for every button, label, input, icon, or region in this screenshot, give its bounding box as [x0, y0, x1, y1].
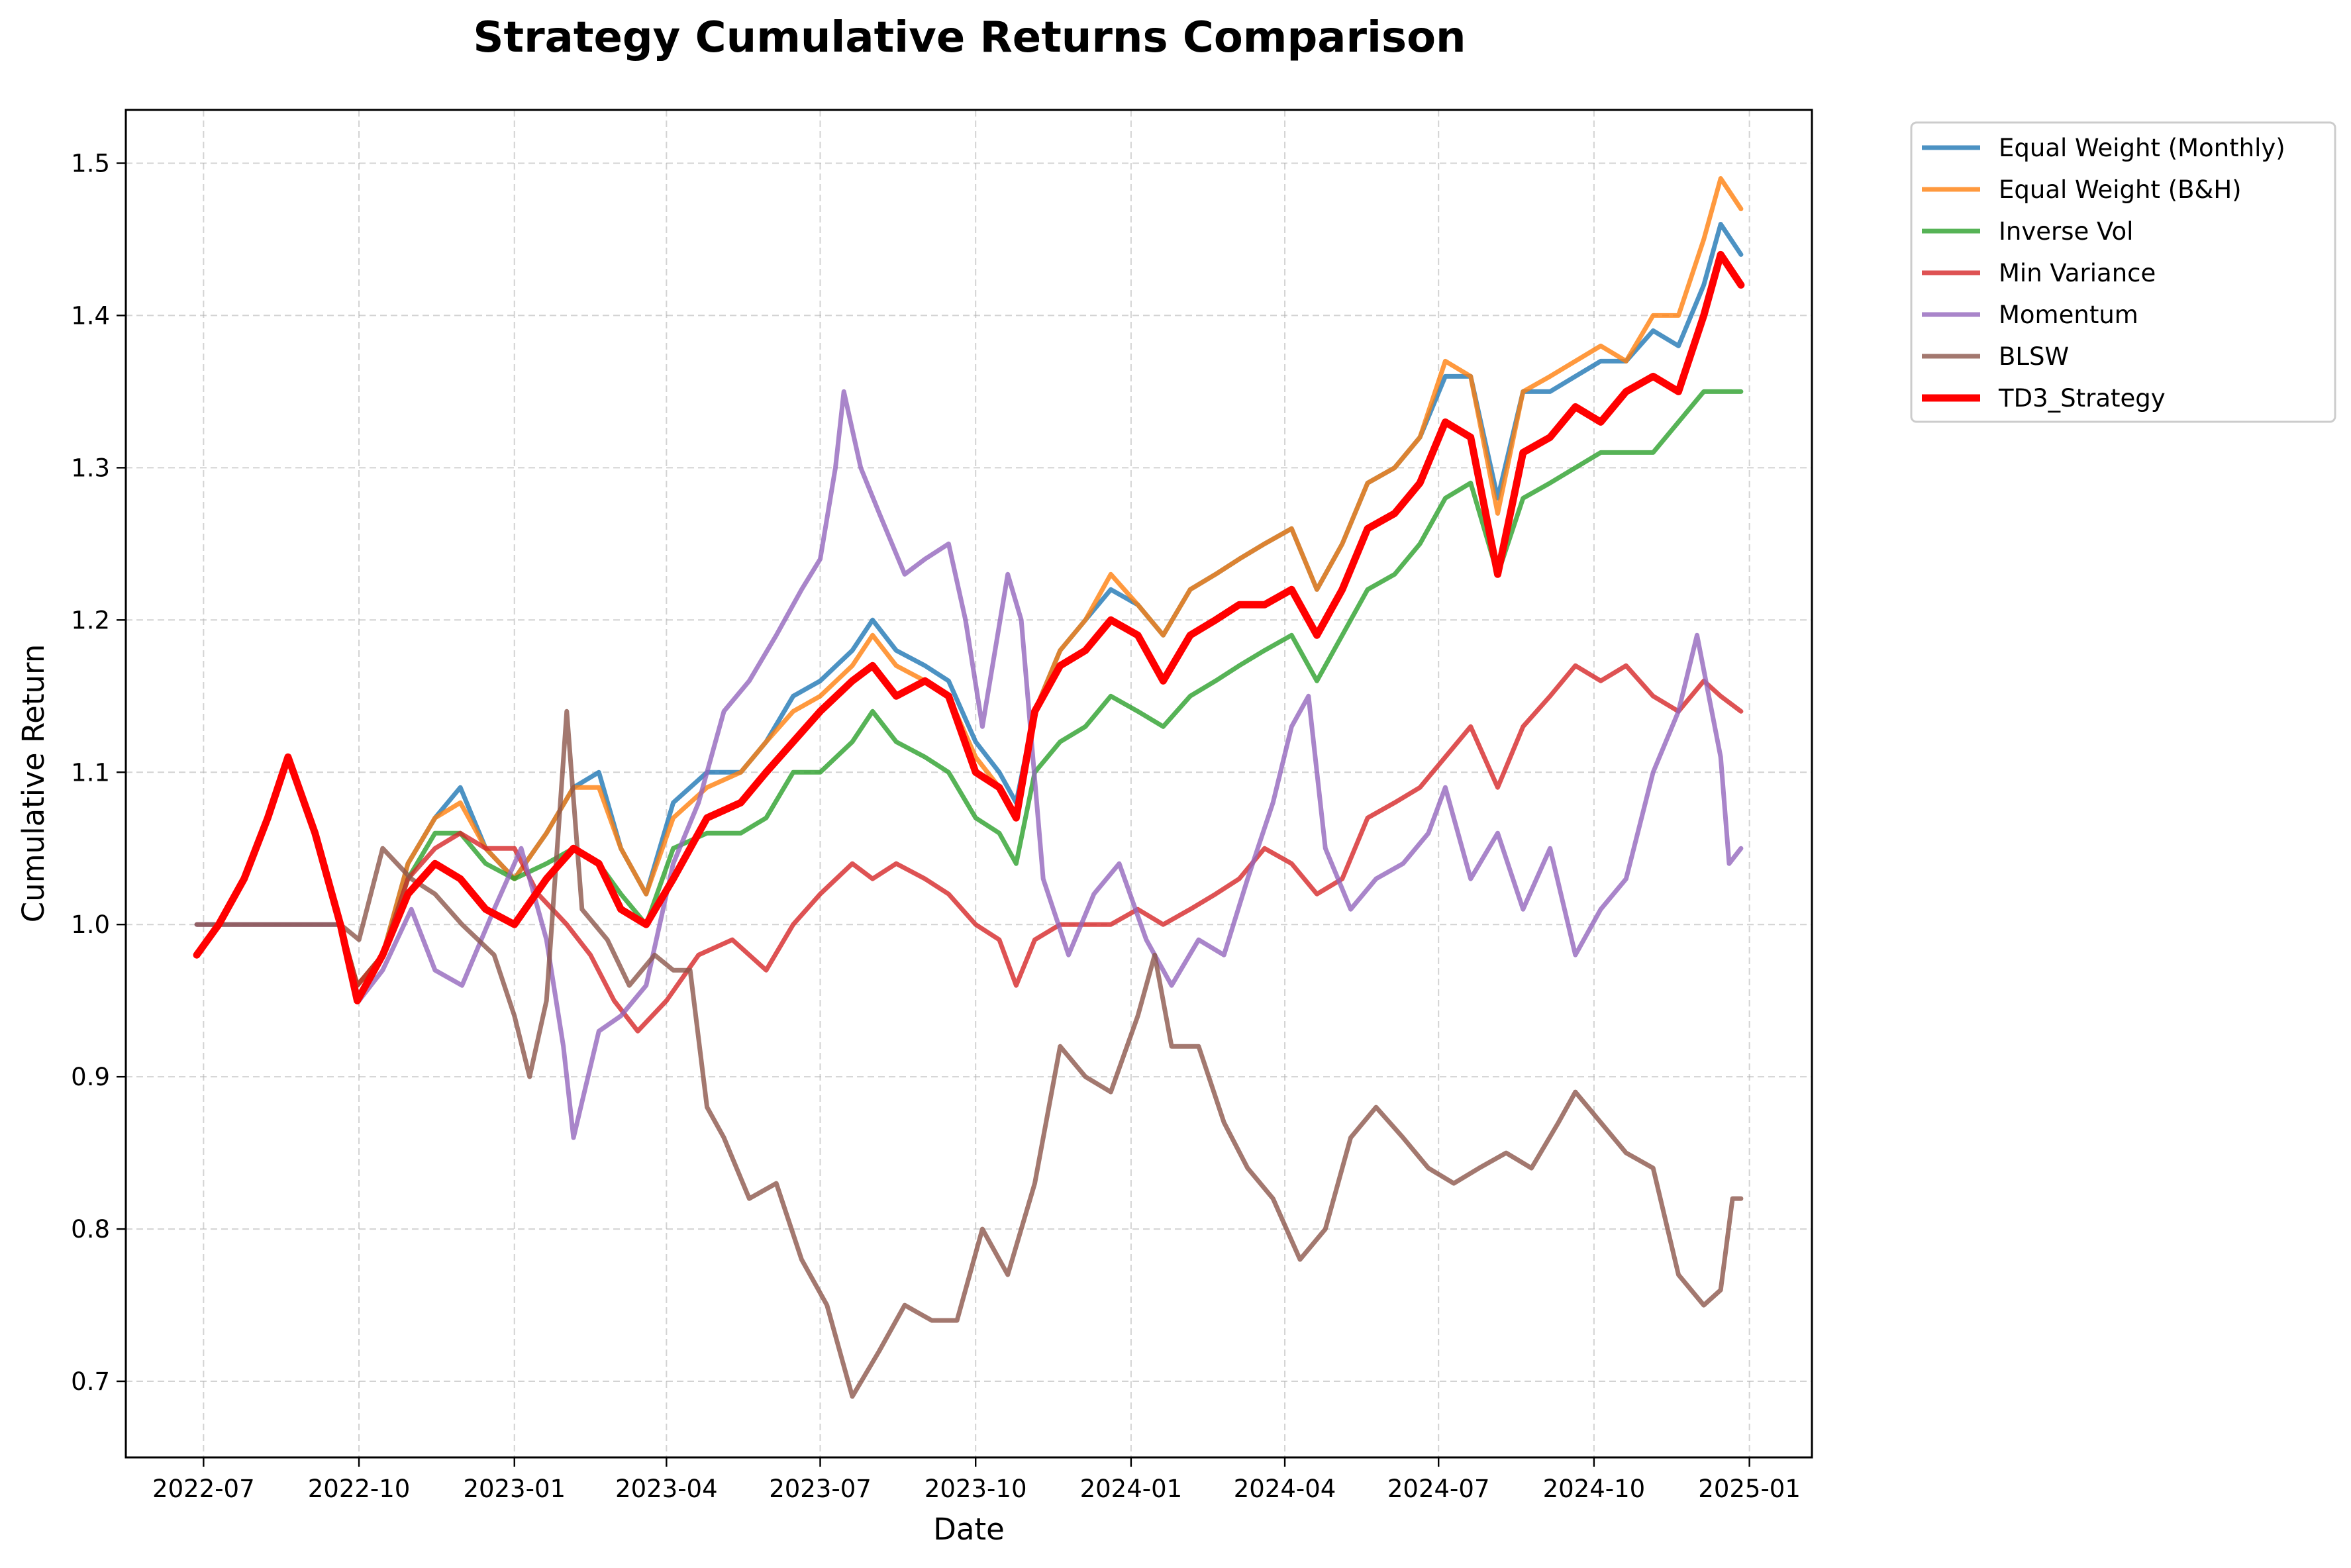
series-lines	[193, 176, 1745, 1399]
plot-frame	[125, 109, 1813, 1459]
x-tick-label: 2024-01	[1080, 1475, 1183, 1503]
x-axis-label: Date	[933, 1512, 1005, 1547]
legend-label-equal-weight-b-h: Equal Weight (B&H)	[1999, 175, 2242, 204]
series-line-td3-strategy	[193, 250, 1745, 1004]
x-tick-label: 2024-07	[1387, 1475, 1490, 1503]
x-tick-label: 2023-04	[615, 1475, 718, 1503]
y-tick-label: 1.0	[71, 910, 110, 939]
legend: Equal Weight (Monthly) Equal Weight (B&H)…	[1910, 121, 2336, 423]
y-axis-label: Cumulative Return	[16, 644, 51, 922]
series-line-equal-weight-b-h	[194, 176, 1744, 988]
x-tick-label: 2023-07	[769, 1475, 872, 1503]
y-tick-label: 1.4	[71, 301, 110, 330]
x-tick-label: 2024-10	[1543, 1475, 1646, 1503]
y-tick-label: 1.1	[71, 758, 110, 787]
y-tick-label: 1.3	[71, 454, 110, 482]
x-tick-label: 2022-10	[308, 1475, 411, 1503]
chart-title: Strategy Cumulative Returns Comparison	[473, 13, 1466, 62]
y-axis: 0.7 0.8 0.9 1.0 1.1 1.2 1.3 1.4 1.5	[71, 149, 126, 1396]
y-tick-label: 1.2	[71, 606, 110, 634]
y-tick-label: 0.8	[71, 1215, 110, 1244]
x-tick-label: 2024-04	[1234, 1475, 1336, 1503]
legend-label-blsw: BLSW	[1999, 342, 2069, 371]
legend-label-inverse-vol: Inverse Vol	[1999, 217, 2133, 246]
series-line-min-variance	[194, 663, 1744, 1034]
grid	[126, 110, 1812, 1457]
legend-label-equal-weight-monthly: Equal Weight (Monthly)	[1999, 134, 2285, 162]
y-tick-label: 1.5	[71, 149, 110, 177]
series-line-blsw	[194, 709, 1744, 1399]
legend-label-td3-strategy: TD3_Strategy	[1998, 384, 2166, 413]
x-axis: 2022-07 2022-10 2023-01 2023-04 2023-07 2023-…	[152, 1457, 1801, 1503]
legend-frame	[1910, 121, 2336, 423]
x-tick-label: 2023-10	[925, 1475, 1027, 1503]
legend-label-momentum: Momentum	[1999, 301, 2138, 329]
x-tick-label: 2023-01	[463, 1475, 566, 1503]
legend-label-min-variance: Min Variance	[1999, 259, 2156, 287]
y-tick-label: 0.9	[71, 1063, 110, 1091]
series-line-momentum	[194, 389, 1744, 1140]
x-tick-label: 2022-07	[152, 1475, 255, 1503]
y-tick-label: 0.7	[71, 1367, 110, 1396]
x-tick-label: 2025-01	[1698, 1475, 1801, 1503]
